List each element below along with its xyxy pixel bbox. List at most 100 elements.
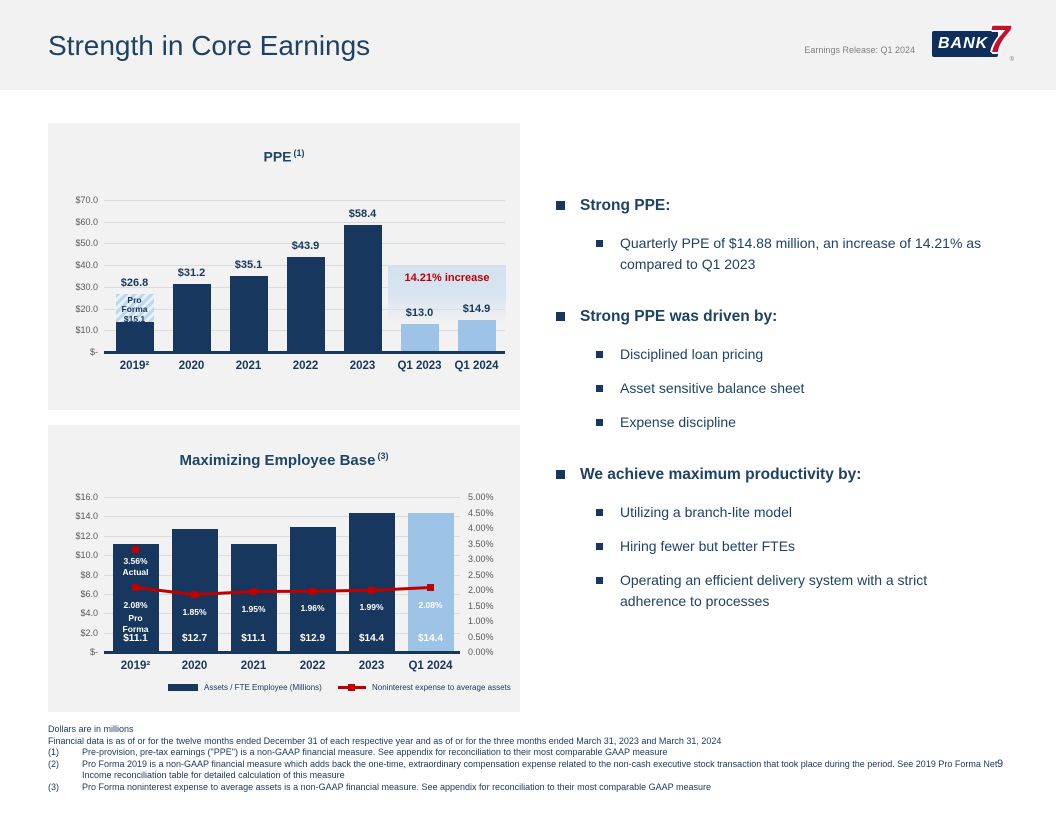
- chart-legend: Assets / FTE Employee (Millions) Noninter…: [48, 683, 520, 699]
- bar-value-label: $12.9: [299, 633, 326, 644]
- gridline: [104, 555, 460, 557]
- bar: [400, 323, 439, 352]
- footnote-text: Pre-provision, pre-tax earnings ("PPE") …: [82, 747, 668, 757]
- gridline: [104, 535, 460, 537]
- line-value-label: 1.95%: [241, 603, 266, 614]
- bullet-square: [556, 470, 565, 479]
- bullet-item: Hiring fewer but better FTEs: [596, 536, 984, 557]
- legend-label: Noninterest expense to average assets: [372, 683, 511, 692]
- bullet-square: [596, 240, 603, 247]
- bank7-logo: BANK 7 ®: [932, 21, 1014, 63]
- page-number: 9: [997, 758, 1004, 770]
- bullet-item-text: Asset sensitive balance sheet: [620, 380, 805, 396]
- bullet-group: Strong PPE was driven by: Disciplined loa…: [556, 305, 1006, 433]
- bullet-item: Operating an efficient delivery system w…: [596, 570, 984, 612]
- bullet-group: Strong PPE: Quarterly PPE of $14.88 milli…: [556, 194, 1006, 275]
- line-value-label: 1.96%: [300, 603, 325, 614]
- x-tick-label: 2019²: [120, 660, 151, 672]
- left-y-tick-label: $12.0: [75, 530, 98, 541]
- bullet-square: [596, 543, 603, 550]
- actual-point-label: 3.56% Actual: [122, 556, 149, 577]
- ppe-chart-title: PPE (1): [48, 148, 520, 165]
- right-y-tick-label: 1.00%: [468, 616, 494, 626]
- x-tick-label: 2020: [181, 660, 208, 672]
- bar: [457, 319, 496, 352]
- x-tick-label: Q1 2024: [408, 660, 453, 672]
- legend-label: Assets / FTE Employee (Millions): [204, 683, 322, 692]
- bullet-group: We achieve maximum productivity by: Utili…: [556, 463, 1006, 612]
- bar-value-label: $58.4: [348, 208, 377, 221]
- ppe-chart-title-text: PPE: [263, 148, 292, 165]
- slide-header: Strength in Core Earnings Earnings Relea…: [0, 0, 1056, 90]
- pro-forma-label: Pro Forma $15.1: [121, 294, 148, 324]
- legend-swatch-line-marker: [348, 684, 355, 691]
- page-title: Strength in Core Earnings: [48, 30, 371, 61]
- y-tick-label: $30.0: [75, 281, 98, 292]
- gridline: [104, 497, 460, 498]
- bar-value-label: $14.9: [462, 302, 491, 315]
- bullet-square: [556, 312, 565, 321]
- ppe-chart-panel: PPE (1) $70.0 $60.0 $50.0 $40.0 $30.0 $20.0 $10…: [48, 123, 520, 410]
- gridline: [104, 574, 460, 576]
- bullet-item-text: Disciplined loan pricing: [620, 346, 764, 362]
- footnote-number: (2): [48, 758, 59, 769]
- gridline: [104, 516, 460, 518]
- line-value-label: 2.08%: [418, 599, 443, 610]
- bar-value-label: $14.4: [417, 633, 444, 644]
- bar-value-label: $12.7: [181, 633, 208, 644]
- right-y-tick-label: 5.00%: [468, 492, 494, 502]
- y-tick-label: $-: [89, 347, 98, 357]
- left-y-tick-label: $-: [89, 647, 98, 657]
- line-value-label: 1.85%: [182, 606, 207, 617]
- right-y-tick-label: 0.50%: [468, 631, 494, 642]
- left-y-tick-label: $6.0: [80, 588, 98, 599]
- bullet-item: Asset sensitive balance sheet: [596, 378, 984, 399]
- legend-swatch-bar: [168, 684, 198, 691]
- right-y-tick-label: 1.50%: [468, 600, 494, 611]
- x-tick-label: 2023: [349, 360, 376, 372]
- footnote-text: Financial data is as of or for the twelv…: [48, 735, 722, 746]
- ppe-chart-title-footnote-ref: (1): [293, 148, 305, 158]
- right-y-tick-label: 3.00%: [468, 554, 494, 564]
- bullet-item-text: Operating an efficient delivery system w…: [620, 572, 928, 609]
- y-tick-label: $40.0: [75, 260, 98, 271]
- legend-item: Assets / FTE Employee (Millions): [168, 683, 322, 692]
- x-tick-label: 2022: [292, 360, 319, 372]
- bullet-list: Strong PPE: Quarterly PPE of $14.88 milli…: [556, 194, 1006, 642]
- footnote-text: Pro Forma 2019 is a non-GAAP financial m…: [82, 758, 998, 781]
- bar: [407, 512, 454, 652]
- employee-base-chart-panel: Maximizing Employee Base (3) $16.0 $14.0 $1…: [48, 425, 520, 712]
- x-tick-label: 2021: [240, 660, 267, 672]
- axis-baseline: [104, 651, 460, 654]
- bullet-square: [596, 351, 603, 358]
- x-tick-label: 2021: [235, 360, 262, 372]
- right-y-tick-label: 4.00%: [468, 523, 494, 533]
- bar-value-label: $43.9: [291, 239, 320, 252]
- bullet-square: [596, 419, 603, 426]
- bullet-item: Expense discipline: [596, 412, 984, 433]
- footnote-line: Dollars are in millions: [48, 724, 998, 736]
- gridline: [104, 613, 460, 615]
- bar-value-label: $35.1: [234, 258, 263, 271]
- x-tick-label: 2023: [358, 660, 385, 672]
- bullet-item-text: Quarterly PPE of $14.88 million, an incr…: [620, 235, 982, 272]
- footnote-line: (3) Pro Forma noninterest expense to aver…: [48, 782, 998, 794]
- increase-annotation: 14.21% increase: [388, 265, 506, 323]
- logo-accent-seven: 7: [988, 19, 1010, 61]
- axis-baseline: [104, 351, 505, 354]
- y-tick-label: $70.0: [75, 195, 98, 205]
- footnote-line: (2) Pro Forma 2019 is a non-GAAP financia…: [48, 759, 998, 782]
- employee-base-chart-title: Maximizing Employee Base (3): [48, 451, 520, 469]
- y-tick-label: $50.0: [75, 238, 98, 249]
- gridline: [104, 221, 505, 223]
- bar-solid-segment: [115, 322, 154, 352]
- bar-value-label: $31.2: [177, 267, 206, 280]
- left-y-tick-label: $4.0: [80, 608, 98, 619]
- bullet-square: [596, 385, 603, 392]
- bar: [112, 544, 159, 652]
- bullet-title: Strong PPE:: [556, 194, 1006, 217]
- left-y-tick-label: $2.0: [80, 627, 98, 638]
- footnote-text: Pro Forma noninterest expense to average…: [82, 781, 711, 792]
- left-y-tick-label: $8.0: [80, 569, 98, 580]
